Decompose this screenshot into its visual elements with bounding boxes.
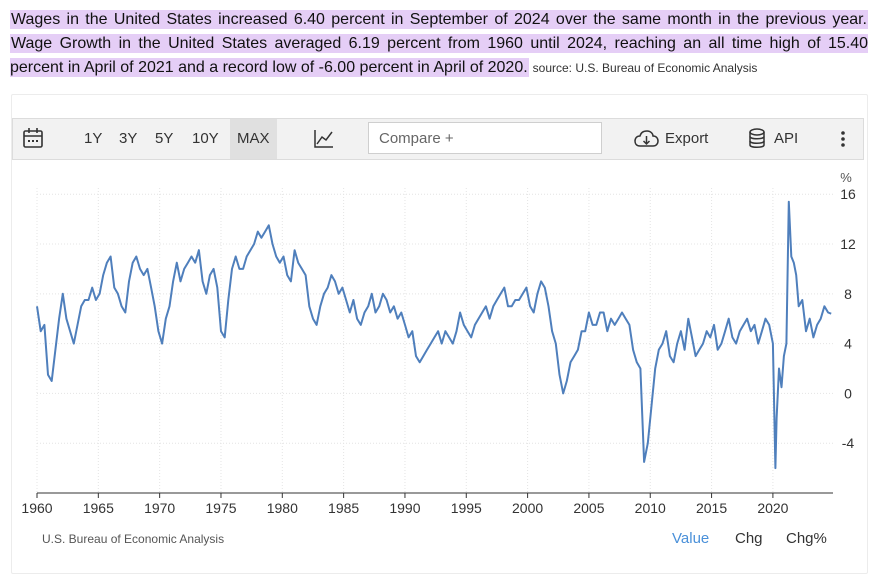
- tab-chg-percent[interactable]: Chg%: [786, 530, 827, 547]
- wage-growth-chart: % 16 12 8 4 0 -4 1960 1965 1970 1975 1980 1985 1990…: [21, 170, 856, 516]
- range-5y-button[interactable]: 5Y: [155, 130, 174, 147]
- x-tick-label: 1985: [328, 500, 359, 516]
- y-tick-label: 0: [844, 385, 852, 401]
- x-tick-label: 2020: [757, 500, 788, 516]
- x-tick-label: 2010: [635, 500, 666, 516]
- chart-toolbar: 1Y 3Y 5Y 10Y MAX Export API: [12, 118, 864, 160]
- database-icon: [749, 128, 765, 148]
- y-tick-label: 4: [844, 336, 852, 352]
- y-axis-ticks: 16 12 8 4 0 -4: [840, 186, 856, 451]
- source-note: source: U.S. Bureau of Economic Analysis: [532, 61, 758, 75]
- tab-value[interactable]: Value: [672, 530, 710, 547]
- headline-sentence: Wages in the United States increased 6.4…: [10, 10, 868, 29]
- y-tick-label: 16: [840, 186, 856, 202]
- calendar-icon[interactable]: [23, 119, 43, 159]
- x-tick-label: 2005: [573, 500, 604, 516]
- x-tick-label: 1975: [205, 500, 236, 516]
- x-axis-ticks: 1960 1965 1970 1975 1980 1985 1990 1995 2000 2005…: [21, 493, 789, 516]
- y-tick-label: 8: [844, 286, 852, 302]
- range-10y-button[interactable]: 10Y: [192, 130, 219, 147]
- compare-input[interactable]: [368, 122, 602, 154]
- y-tick-label: 12: [840, 236, 856, 252]
- cloud-download-icon: [634, 130, 659, 147]
- x-tick-label: 2015: [696, 500, 727, 516]
- api-label: API: [774, 130, 799, 147]
- wage-growth-series-line[interactable]: [36, 200, 832, 470]
- gridlines: [36, 188, 833, 493]
- chart-type-line-icon[interactable]: [314, 119, 334, 159]
- description-paragraph: Wages in the United States increased 6.4…: [10, 8, 868, 80]
- export-label: Export: [665, 130, 709, 147]
- y-unit-label: %: [840, 170, 852, 185]
- x-tick-label: 1970: [144, 500, 175, 516]
- range-1y-button[interactable]: 1Y: [84, 130, 103, 147]
- x-tick-label: 1995: [451, 500, 482, 516]
- x-tick-label: 2000: [512, 500, 543, 516]
- range-max-button[interactable]: MAX: [230, 119, 277, 159]
- tab-chg[interactable]: Chg: [735, 530, 763, 547]
- y-tick-label: -4: [842, 435, 855, 451]
- x-tick-label: 1960: [21, 500, 52, 516]
- export-button[interactable]: Export: [633, 119, 708, 159]
- more-options-icon[interactable]: [839, 119, 847, 159]
- x-tick-label: 1965: [83, 500, 114, 516]
- api-button[interactable]: API: [748, 119, 798, 159]
- x-tick-label: 1980: [267, 500, 298, 516]
- x-tick-label: 1990: [389, 500, 420, 516]
- chart-source-label: U.S. Bureau of Economic Analysis: [42, 532, 225, 546]
- range-3y-button[interactable]: 3Y: [119, 130, 138, 147]
